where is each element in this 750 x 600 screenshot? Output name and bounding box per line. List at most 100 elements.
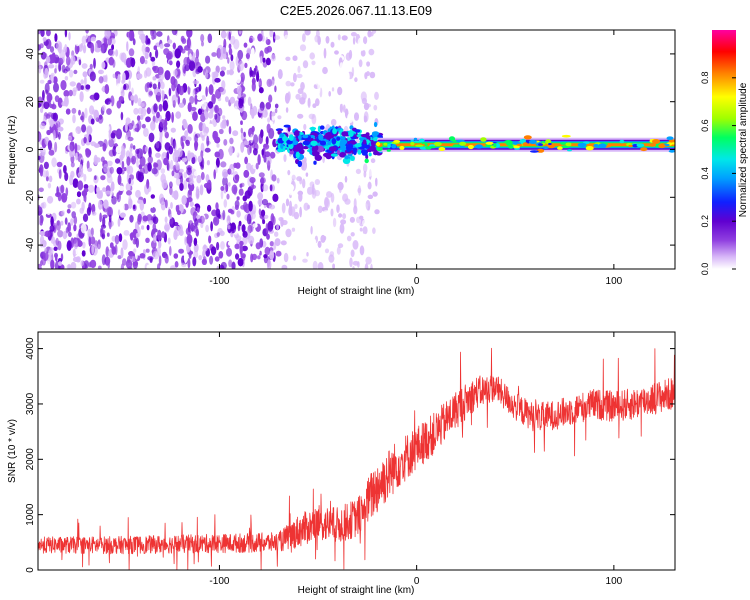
noise-blob [137, 50, 144, 58]
noise-blob [274, 103, 279, 109]
noise-blob [115, 145, 122, 154]
noise-blob [140, 33, 146, 44]
noise-blob [83, 173, 87, 182]
noise-blob [228, 182, 231, 187]
signal-blob [328, 146, 337, 152]
noise-blob [367, 194, 374, 199]
spectrogram-x-label: Height of straight line (km) [298, 286, 415, 297]
noise-blob [220, 30, 227, 39]
noise-blob [287, 159, 293, 166]
noise-blob [189, 201, 194, 207]
noise-blob [125, 134, 128, 141]
noise-blob [40, 30, 45, 37]
noise-blob [110, 181, 115, 192]
noise-blob [259, 101, 265, 112]
noise-blob [109, 166, 114, 174]
noise-blob [242, 195, 247, 202]
noise-blob [247, 145, 251, 156]
noise-blob [57, 230, 64, 238]
noise-blob [44, 67, 49, 79]
noise-blob [359, 227, 363, 232]
noise-blob [42, 52, 48, 59]
y-tick-label: -20 [25, 190, 36, 205]
noise-blob [147, 162, 152, 172]
noise-blob [130, 95, 135, 101]
noise-blob [159, 43, 164, 49]
noise-blob [141, 225, 145, 230]
noise-blob [243, 140, 250, 146]
noise-blob [38, 149, 41, 158]
noise-blob [166, 52, 172, 60]
noise-blob [170, 265, 177, 269]
signal-blob [319, 140, 327, 146]
noise-blob [361, 97, 367, 105]
signal-blob [330, 153, 338, 157]
noise-blob [150, 56, 156, 62]
signal-blob [519, 139, 525, 144]
noise-blob [206, 135, 210, 147]
noise-blob [200, 34, 205, 43]
signal-blob [277, 148, 284, 153]
noise-blob [48, 250, 52, 257]
noise-blob [207, 123, 214, 130]
x-tick-label: 100 [606, 276, 623, 287]
noise-blob [111, 44, 114, 51]
noise-blob [78, 109, 81, 116]
noise-blob [138, 164, 143, 170]
noise-blob [91, 211, 97, 216]
noise-blob [192, 88, 195, 97]
noise-blob [218, 251, 224, 259]
noise-blob [215, 165, 218, 174]
noise-blob [89, 105, 95, 115]
noise-blob [260, 55, 263, 64]
noise-blob [236, 196, 240, 201]
noise-blob [195, 228, 199, 237]
noise-blob [128, 80, 131, 91]
noise-blob [304, 245, 307, 251]
noise-blob [332, 263, 335, 269]
noise-blob [363, 163, 368, 173]
noise-blob [296, 73, 303, 79]
noise-blob [287, 169, 291, 176]
noise-blob [95, 117, 100, 122]
noise-blob [117, 217, 121, 227]
noise-blob [204, 147, 211, 153]
noise-blob [112, 73, 116, 79]
noise-blob [73, 215, 78, 225]
signal-blob [456, 145, 461, 147]
noise-blob [153, 162, 157, 169]
noise-blob [120, 212, 126, 218]
signal-blob [319, 134, 324, 141]
noise-blob [277, 115, 282, 120]
noise-blob [81, 190, 88, 197]
noise-blob [207, 204, 212, 212]
noise-blob [216, 47, 222, 59]
noise-blob [201, 135, 205, 141]
noise-blob [358, 59, 363, 68]
noise-blob [108, 56, 115, 66]
noise-blob [262, 219, 266, 225]
noise-blob [238, 220, 242, 227]
noise-blob [345, 71, 350, 83]
noise-blob [210, 246, 217, 256]
noise-blob [205, 86, 208, 97]
noise-blob [98, 69, 104, 75]
signal-blob [314, 145, 319, 151]
noise-blob [145, 248, 150, 253]
noise-blob [136, 115, 141, 121]
noise-blob [215, 208, 221, 218]
noise-blob [186, 234, 193, 245]
noise-blob [241, 224, 246, 233]
noise-blob [135, 251, 138, 260]
spectrogram-marks [38, 30, 675, 269]
noise-blob [196, 175, 202, 184]
noise-blob [198, 255, 203, 261]
noise-blob [41, 201, 47, 209]
noise-blob [222, 53, 227, 59]
noise-blob [364, 72, 368, 80]
noise-blob [170, 127, 176, 133]
noise-blob [81, 111, 85, 123]
noise-blob [214, 136, 221, 144]
noise-blob [134, 127, 140, 132]
